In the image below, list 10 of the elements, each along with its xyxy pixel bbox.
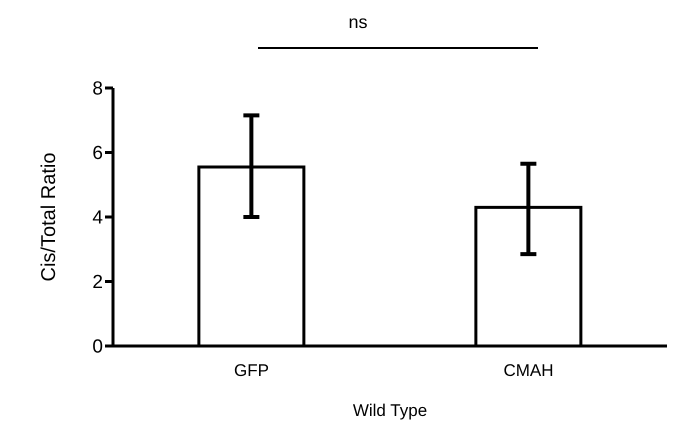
y-tick-label: 0 bbox=[92, 336, 103, 358]
y-tick-label: 2 bbox=[92, 272, 103, 294]
y-tick-label: 8 bbox=[92, 78, 103, 100]
y-tick-label: 6 bbox=[92, 143, 103, 164]
x-tick-label: GFP bbox=[234, 361, 269, 380]
x-axis-title: Wild Type bbox=[352, 401, 428, 420]
text: ns bbox=[347, 12, 368, 33]
x-tick-label: CMAH bbox=[503, 361, 554, 380]
y-axis-title: Cis/Total Ratio bbox=[38, 152, 60, 282]
y-tick-label: 4 bbox=[92, 208, 104, 229]
